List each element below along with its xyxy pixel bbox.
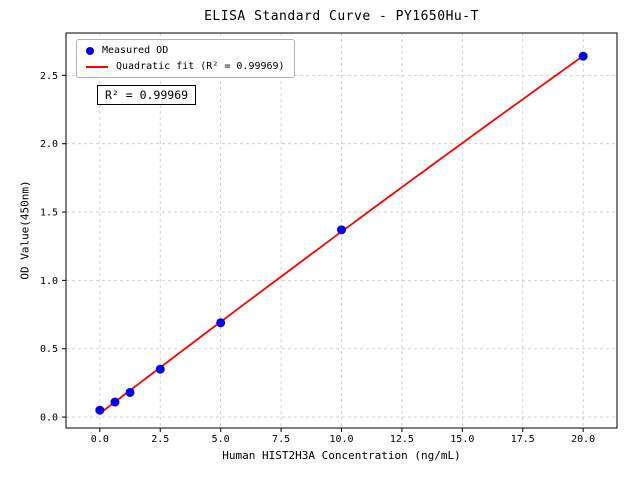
legend: Measured OD Quadratic fit (R² = 0.99969): [76, 39, 295, 78]
x-tick-label: 10.0: [329, 434, 353, 445]
x-tick-label: 2.5: [151, 434, 169, 445]
x-tick-label: 20.0: [571, 434, 595, 445]
data-point: [110, 397, 120, 407]
data-point: [95, 405, 105, 415]
data-point: [125, 387, 135, 397]
data-point: [216, 318, 226, 328]
x-tick-label: 15.0: [450, 434, 474, 445]
y-tick-label: 0.0: [40, 413, 58, 424]
legend-label-measured: Measured OD: [102, 45, 169, 56]
data-point: [155, 364, 165, 374]
legend-marker-measured-dot: [86, 46, 94, 55]
y-tick-label: 1.0: [40, 276, 58, 287]
chart-title: ELISA Standard Curve - PY1650Hu-T: [204, 9, 479, 24]
x-tick-label: 12.5: [390, 434, 414, 445]
x-tick-label: 7.5: [272, 434, 290, 445]
y-axis-label: OD Value(450nm): [18, 180, 32, 280]
y-tick-label: 2.5: [40, 71, 58, 82]
legend-marker-fit-line: [86, 65, 108, 68]
legend-label-fit: Quadratic fit (R² = 0.99969): [116, 61, 285, 72]
r-squared-annotation: R² = 0.99969: [97, 85, 197, 105]
y-tick-label: 0.5: [40, 344, 58, 355]
x-axis-label: Human HIST2H3A Concentration (ng/mL): [222, 449, 461, 462]
legend-entry-fit: Quadratic fit (R² = 0.99969): [86, 61, 285, 72]
x-tick-label: 17.5: [511, 434, 535, 445]
legend-entry-measured: Measured OD: [86, 45, 285, 56]
y-tick-label: 2.0: [40, 139, 58, 150]
y-tick-label: 1.5: [40, 208, 58, 219]
data-point: [337, 225, 346, 235]
x-tick-label: 0.0: [91, 434, 109, 445]
x-tick-label: 5.0: [212, 434, 230, 445]
data-point: [578, 51, 588, 61]
